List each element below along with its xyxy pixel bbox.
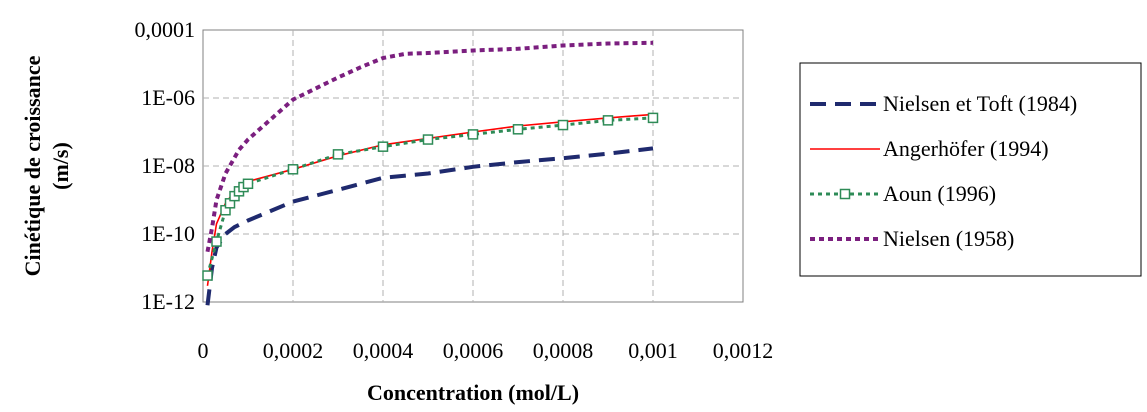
series-2: [202, 112, 659, 281]
y-tick-labels: 1E-12 1E-10 1E-08 1E-06 0,0001: [135, 17, 196, 314]
y-axis-title-line2: (m/s): [48, 142, 73, 190]
legend-label: Nielsen et Toft (1984): [883, 91, 1077, 116]
data-point-marker: [422, 134, 434, 145]
data-point-marker: [332, 149, 344, 160]
x-tick-label: 0,0012: [713, 338, 774, 363]
legend-items: Nielsen et Toft (1984) Angerhöfer (1994) A…: [810, 91, 1077, 251]
legend-item: Aoun (1996): [810, 181, 996, 206]
legend-item: Nielsen (1958): [810, 226, 1014, 251]
legend-label: Aoun (1996): [883, 181, 996, 206]
series-3: [205, 40, 654, 253]
y-tick-label: 0,0001: [135, 17, 196, 42]
data-point-marker: [377, 141, 389, 152]
series-group: [202, 40, 659, 306]
x-axis-title: Concentration (mol/L): [367, 380, 579, 405]
x-tick-label: 0,0008: [533, 338, 594, 363]
y-tick-label: 1E-10: [141, 221, 195, 246]
legend-item: Angerhöfer (1994): [810, 136, 1049, 161]
plot-area: [202, 29, 744, 306]
x-tick-label: 0: [198, 338, 209, 363]
data-point-marker: [602, 115, 614, 126]
legend: Nielsen et Toft (1984) Angerhöfer (1994) A…: [799, 62, 1142, 277]
x-tick-label: 0,0002: [263, 338, 324, 363]
data-point-marker: [242, 178, 254, 190]
data-point-marker: [202, 270, 213, 281]
legend-frame: [799, 62, 1142, 277]
y-tick-label: 1E-12: [141, 289, 195, 314]
data-point-marker: [647, 112, 659, 124]
x-tick-label: 0,001: [628, 338, 678, 363]
legend-label: Angerhöfer (1994): [883, 136, 1049, 161]
data-point-marker: [287, 164, 299, 175]
data-point-marker: [557, 119, 569, 131]
x-tick-label: 0,0004: [353, 338, 414, 363]
y-tick-label: 1E-06: [141, 85, 195, 110]
x-tick-label: 0,0006: [443, 338, 504, 363]
data-point-marker: [467, 129, 479, 140]
series-line: [205, 40, 654, 253]
x-tick-labels: 0 0,0002 0,0004 0,0006 0,0008 0,001 0,0012: [198, 338, 774, 363]
legend-label: Nielsen (1958): [883, 226, 1014, 251]
data-point-marker: [512, 124, 524, 135]
data-point-marker: [211, 236, 222, 247]
legend-marker: [839, 188, 851, 200]
legend-item: Nielsen et Toft (1984): [810, 91, 1077, 116]
y-tick-label: 1E-08: [141, 153, 195, 178]
y-axis-title-line1: Cinétique de croissance: [20, 55, 45, 276]
